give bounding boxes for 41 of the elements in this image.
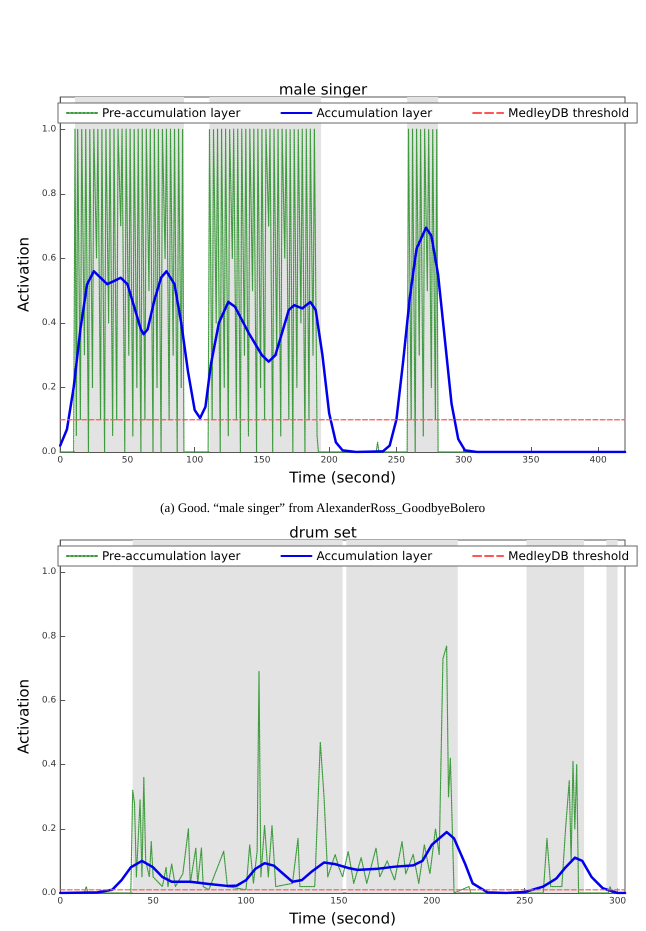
- y-tick-label: 0.6: [42, 253, 56, 264]
- legend-label: Pre-accumulation layer: [102, 549, 241, 563]
- y-tick-label: 0.2: [42, 382, 56, 392]
- y-axis-title: Activation: [14, 236, 32, 312]
- y-tick-label: 0.2: [42, 824, 56, 834]
- legend-label: MedleyDB threshold: [508, 549, 630, 563]
- y-tick-label: 0.8: [42, 188, 56, 199]
- x-tick-label: 0: [57, 896, 64, 906]
- x-tick-label: 200: [320, 456, 338, 466]
- x-tick-label: 50: [147, 896, 160, 906]
- y-tick-label: 0.0: [42, 888, 56, 898]
- x-tick-label: 150: [330, 896, 348, 906]
- x-tick-label: 350: [522, 456, 540, 466]
- x-tick-label: 250: [516, 896, 534, 906]
- x-tick-label: 300: [455, 456, 472, 466]
- legend-label: Accumulation layer: [316, 106, 432, 120]
- chart-title: drum set: [289, 524, 357, 542]
- x-tick-label: 150: [253, 456, 271, 466]
- x-tick-label: 0: [57, 456, 64, 466]
- chart-title: male singer: [278, 80, 368, 98]
- x-tick-label: 100: [186, 456, 204, 466]
- legend-label: MedleyDB threshold: [508, 106, 630, 120]
- x-tick-label: 100: [237, 896, 255, 906]
- y-axis-title: Activation: [14, 678, 32, 754]
- y-tick-label: 0.4: [42, 318, 56, 328]
- y-tick-label: 0.8: [42, 631, 56, 642]
- y-tick-label: 1.0: [42, 567, 56, 578]
- legend-label: Accumulation layer: [316, 549, 432, 563]
- x-tick-label: 300: [608, 896, 626, 906]
- y-tick-label: 0.4: [42, 760, 56, 770]
- x-tick-label: 50: [122, 456, 134, 466]
- x-tick-label: 200: [423, 896, 441, 906]
- x-tick-label: 400: [590, 456, 607, 466]
- text: (a) Good. “male singer” from AlexanderRoss_GoodbyeBolero: [160, 500, 486, 515]
- y-tick-label: 1.0: [42, 124, 56, 134]
- x-tick-label: 250: [388, 456, 406, 466]
- y-tick-label: 0.0: [42, 447, 56, 457]
- y-tick-label: 0.6: [42, 695, 56, 706]
- x-axis-title: Time (second): [288, 910, 396, 928]
- legend-label: Pre-accumulation layer: [102, 106, 241, 120]
- x-axis-title: Time (second): [288, 468, 396, 486]
